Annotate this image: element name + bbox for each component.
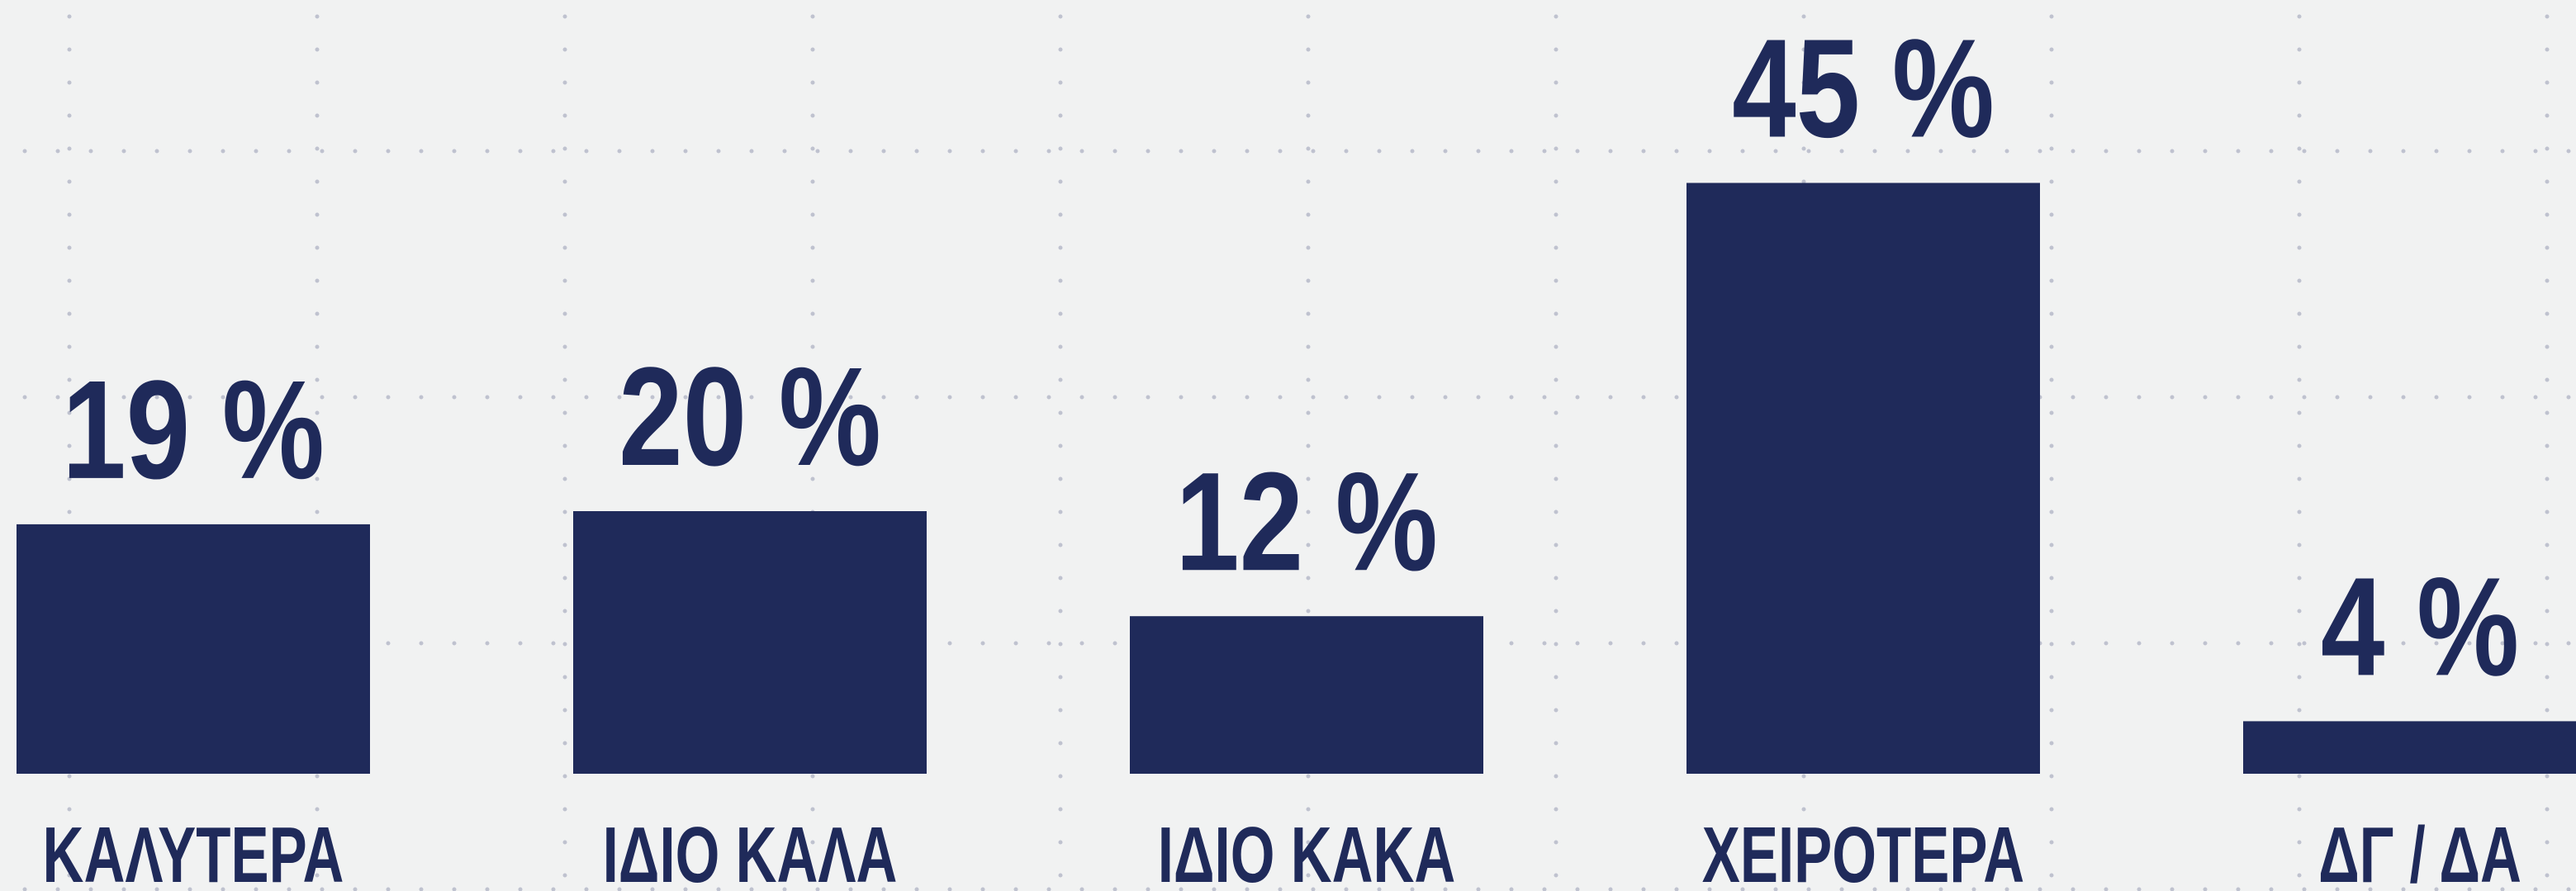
category-label: ΙΔΙΟ ΚΑΚΑ xyxy=(1158,810,1456,891)
value-label: 4 % xyxy=(2321,547,2519,704)
bars: 19 % ΚΑΛΥΤΕΡΑ 20 % ΙΔΙΟ ΚΑΛΑ 12 % ΙΔΙΟ ΚΑΚΑ 45… xyxy=(17,9,2576,891)
bar xyxy=(1686,182,2040,774)
value-label: 20 % xyxy=(619,338,881,495)
category-label-group: ΚΑΛΥΤΕΡΑ xyxy=(43,810,344,891)
bar xyxy=(1130,616,1483,774)
category-label: ΙΔΙΟ ΚΑΛΑ xyxy=(603,810,898,891)
category-label-group: ΙΔΙΟ ΚΑΚΑ xyxy=(1158,810,1456,891)
bar xyxy=(17,524,370,774)
value-label-group: 12 % xyxy=(1175,443,1438,600)
category-label-group: ΙΔΙΟ ΚΑΛΑ xyxy=(603,810,898,891)
value-label: 19 % xyxy=(62,351,325,508)
value-label: 45 % xyxy=(1732,9,1995,166)
value-label-group: 19 % xyxy=(62,351,325,508)
category-label: ΧΕΙΡΟΤΕΡΑ xyxy=(1702,810,2024,891)
category-label: ΔΓ / ΔΑ xyxy=(2318,810,2521,891)
value-label: 12 % xyxy=(1175,443,1438,600)
category-label: ΚΑΛΥΤΕΡΑ xyxy=(43,810,344,891)
value-label-group: 4 % xyxy=(2321,547,2519,704)
value-label-group: 20 % xyxy=(619,338,881,495)
bar xyxy=(573,511,927,774)
category-label-group: ΔΓ / ΔΑ xyxy=(2318,810,2521,891)
category-label-group: ΧΕΙΡΟΤΕΡΑ xyxy=(1702,810,2024,891)
value-label-group: 45 % xyxy=(1732,9,1995,166)
bar xyxy=(2243,721,2576,774)
